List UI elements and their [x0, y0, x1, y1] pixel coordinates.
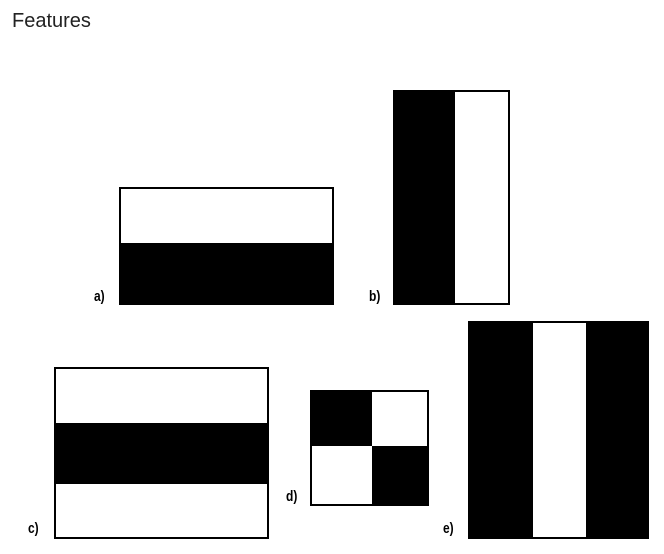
feature-b-edge-vertical	[393, 90, 510, 305]
feature-e-right-black	[586, 323, 647, 537]
feature-b-left-black	[395, 92, 455, 303]
feature-c-middle-black	[56, 423, 267, 484]
feature-e-left-black	[470, 323, 533, 537]
feature-d-bottom-right-black	[372, 446, 427, 504]
feature-b-right-white	[455, 92, 508, 303]
feature-e-label: e)	[443, 520, 454, 537]
feature-e-line-vertical	[468, 321, 649, 539]
feature-d-four-rectangle	[310, 390, 429, 506]
page-title: Features	[12, 10, 91, 32]
feature-c-top-white	[56, 369, 267, 423]
feature-d-top-right-white	[372, 392, 427, 446]
feature-c-bottom-white	[56, 484, 267, 537]
feature-c-line-horizontal	[54, 367, 269, 539]
feature-d-label: d)	[286, 488, 298, 505]
feature-a-label: a)	[94, 288, 105, 305]
feature-d-bottom-left-white	[312, 446, 372, 504]
feature-e-middle-white	[533, 323, 586, 537]
feature-a-bottom-black	[121, 243, 332, 305]
feature-d-top-left-black	[312, 392, 372, 446]
feature-b-label: b)	[369, 288, 381, 305]
feature-a-top-white	[121, 189, 332, 243]
feature-a-edge-horizontal	[119, 187, 334, 305]
feature-c-label: c)	[28, 520, 39, 537]
